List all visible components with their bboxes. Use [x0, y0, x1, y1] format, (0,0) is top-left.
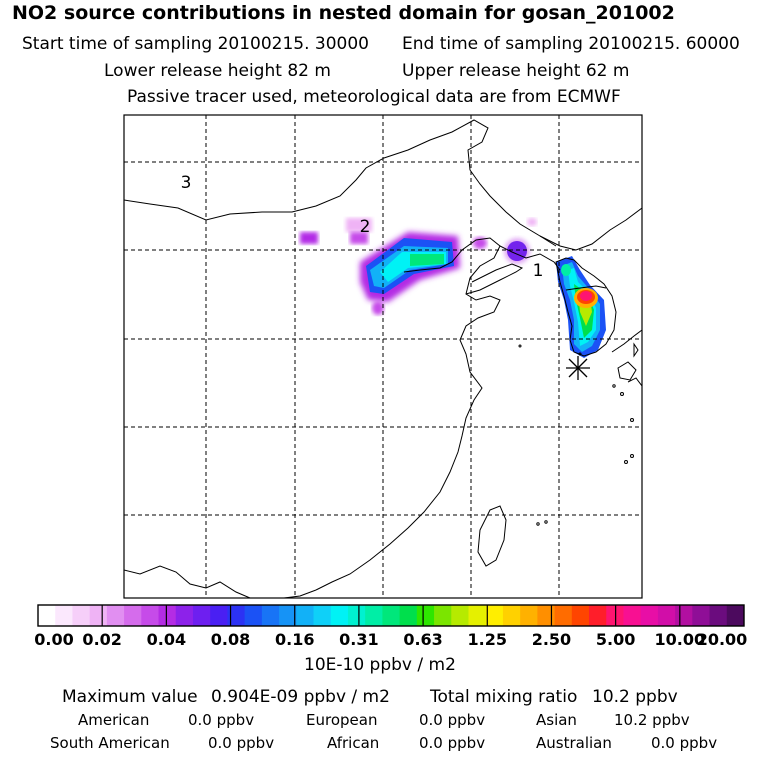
colorbar-tick-label: 20.00: [696, 630, 748, 649]
colorbar-cell: [554, 605, 573, 626]
region-value-australian: 0.0 ppbv: [651, 734, 718, 752]
colorbar-cell: [175, 605, 194, 626]
colorbar-cell: [382, 605, 401, 626]
colorbar-tick-label: 0.31: [339, 630, 379, 649]
colorbar-tick-label: 0.08: [210, 630, 251, 649]
colorbar-cell: [296, 605, 315, 626]
colorbar-cell: [537, 605, 556, 626]
colorbar-cell: [640, 605, 659, 626]
colorbar-tick-label: 0.00: [34, 630, 74, 649]
region-name-asian: Asian: [536, 711, 577, 729]
start-time-label: Start time of sampling 20100215. 30000: [22, 34, 369, 54]
colorbar-cell: [589, 605, 607, 626]
colorbar-frame: [37, 604, 745, 627]
total-mixing-label: Total mixing ratio: [430, 687, 578, 707]
colorbar-cell: [434, 605, 452, 626]
max-value: 0.904E-09 ppbv / m2: [211, 687, 390, 707]
colorbar-cell: [485, 605, 504, 626]
map-frame: [123, 114, 643, 599]
colorbar-tick-label: 0.16: [274, 630, 315, 649]
colorbar-cell: [261, 605, 280, 626]
colorbar-cell: [726, 605, 745, 626]
region-label-2: 2: [360, 217, 371, 237]
region-name-european: European: [306, 711, 378, 729]
colorbar-tick-label: 10.00: [654, 630, 706, 649]
colorbar-cell: [520, 605, 538, 626]
colorbar-cell: [468, 605, 487, 626]
region-name-african: African: [327, 734, 380, 752]
colorbar-cell: [675, 605, 693, 626]
colorbar-cell: [709, 605, 728, 626]
colorbar-cell: [330, 605, 349, 626]
end-time-label: End time of sampling 20100215. 60000: [402, 34, 740, 54]
upper-release-height-label: Upper release height 62 m: [402, 61, 630, 81]
colorbar-cell: [55, 605, 73, 626]
colorbar-cell: [106, 605, 125, 626]
colorbar-cell: [451, 605, 469, 626]
colorbar-cell: [158, 605, 177, 626]
colorbar-cell: [347, 605, 366, 626]
region-name-australian: Australian: [536, 734, 612, 752]
colorbar-cell: [365, 605, 383, 626]
colorbar-cell: [623, 605, 642, 626]
colorbar-cell: [279, 605, 297, 626]
colorbar-cell: [192, 605, 211, 626]
colorbar-tick-label: 5.00: [595, 630, 636, 649]
colorbar-tick-label: 0.04: [146, 630, 187, 649]
graticule: [124, 115, 642, 598]
colorbar-cell: [38, 605, 56, 626]
colorbar-cell: [416, 605, 435, 626]
plume-korea: [556, 256, 606, 358]
colorbar: [37, 604, 745, 627]
region-value-african: 0.0 ppbv: [419, 734, 486, 752]
tracer-note: Passive tracer used, meteorological data…: [127, 87, 621, 107]
lower-release-height-label: Lower release height 82 m: [104, 61, 331, 81]
region-label-3: 3: [181, 173, 192, 193]
colorbar-cell: [244, 605, 263, 626]
colorbar-tick-label: 0.02: [82, 630, 122, 649]
receptor-marker-icon: [566, 356, 590, 380]
colorbar-cell: [313, 605, 332, 626]
colorbar-cell: [124, 605, 142, 626]
region-value-asian: 10.2 ppbv: [614, 711, 690, 729]
colorbar-tick-label: 0.63: [403, 630, 443, 649]
colorbar-cell: [72, 605, 91, 626]
region-label-1: 1: [533, 261, 544, 281]
region-value-european: 0.0 ppbv: [419, 711, 486, 729]
colorbar-cell: [502, 605, 521, 626]
total-mixing-value: 10.2 ppbv: [592, 687, 678, 707]
colorbar-cell: [571, 605, 590, 626]
colorbar-cell: [141, 605, 160, 626]
coastlines-borders: [124, 119, 642, 598]
colorbar-unit-label: 10E-10 ppbv / m2: [304, 655, 456, 675]
colorbar-cell: [399, 605, 418, 626]
colorbar-tick-label: 2.50: [531, 630, 572, 649]
region-value-american: 0.0 ppbv: [188, 711, 255, 729]
colorbar-cell: [227, 605, 246, 626]
colorbar-cell: [692, 605, 711, 626]
region-name-american: American: [78, 711, 150, 729]
plume-beijing: [300, 218, 537, 315]
region-name-south-american: South American: [50, 734, 170, 752]
figure-title: NO2 source contributions in nested domai…: [12, 2, 675, 24]
colorbar-cell: [210, 605, 228, 626]
region-value-south-american: 0.0 ppbv: [208, 734, 275, 752]
max-value-label: Maximum value: [62, 687, 198, 707]
colorbar-cell: [657, 605, 676, 626]
colorbar-cell: [89, 605, 108, 626]
colorbar-tick-label: 1.25: [467, 630, 508, 649]
